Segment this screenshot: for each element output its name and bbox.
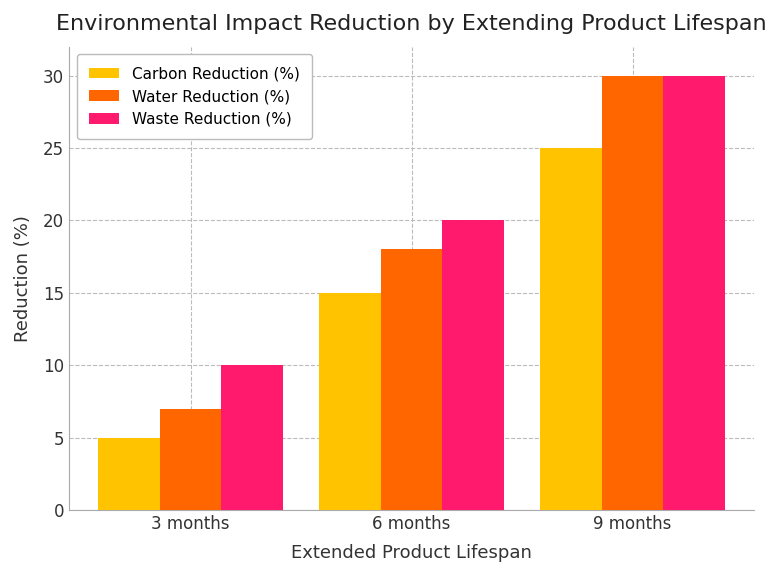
Bar [160, 409, 221, 510]
Bar [442, 221, 505, 510]
X-axis label: Extended Product Lifespan: Extended Product Lifespan [291, 544, 532, 562]
Bar [540, 148, 601, 510]
Bar [381, 249, 442, 510]
Y-axis label: Reduction (%): Reduction (%) [14, 215, 32, 342]
Title: Environmental Impact Reduction by Extending Product Lifespan: Environmental Impact Reduction by Extend… [56, 14, 767, 34]
Bar [319, 293, 381, 510]
Bar [98, 438, 160, 510]
Bar [664, 75, 726, 510]
Bar [601, 75, 664, 510]
Legend: Carbon Reduction (%), Water Reduction (%), Waste Reduction (%): Carbon Reduction (%), Water Reduction (%… [77, 54, 312, 139]
Bar [221, 365, 283, 510]
